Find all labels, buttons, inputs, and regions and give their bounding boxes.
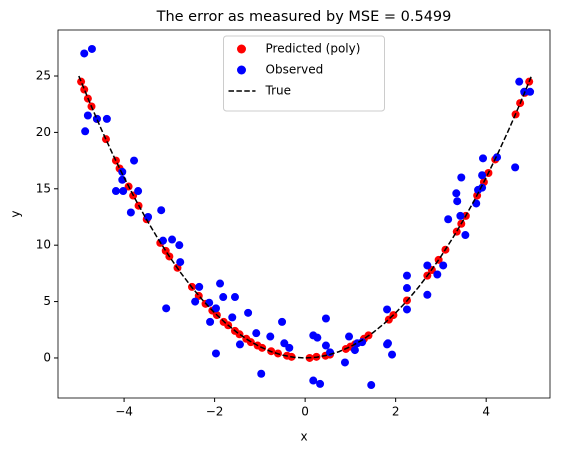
point: [228, 313, 237, 322]
point: [118, 167, 127, 176]
point: [278, 317, 287, 326]
x-tick-label: −4: [115, 405, 133, 419]
legend: Predicted (poly) Observed True: [223, 35, 385, 112]
x-tick-label: 2: [392, 405, 400, 419]
line: [78, 75, 533, 359]
point: [176, 258, 185, 267]
point: [526, 87, 535, 96]
point: [175, 241, 184, 250]
point: [191, 297, 200, 306]
point: [309, 376, 318, 385]
point: [402, 305, 411, 314]
point: [77, 77, 86, 86]
point: [211, 349, 220, 358]
point: [423, 261, 432, 270]
point: [162, 304, 171, 313]
point: [157, 206, 166, 215]
point: [206, 317, 215, 326]
point: [144, 212, 153, 221]
legend-marker: [237, 65, 246, 75]
point: [80, 49, 89, 58]
point: [87, 44, 96, 53]
point: [340, 358, 349, 367]
point: [456, 211, 465, 220]
point: [433, 270, 442, 279]
point: [257, 369, 266, 378]
chart-title: The error as measured by MSE = 0.5499: [156, 9, 452, 25]
point: [444, 215, 453, 224]
point: [235, 340, 244, 349]
point: [461, 231, 470, 240]
point: [423, 290, 432, 299]
point: [219, 293, 228, 302]
point: [102, 114, 111, 123]
point: [402, 271, 411, 280]
point: [216, 279, 225, 288]
point: [402, 284, 411, 293]
point: [358, 338, 367, 347]
point: [266, 332, 275, 341]
legend-box: [223, 35, 385, 112]
point: [244, 308, 253, 317]
point: [119, 187, 128, 196]
point: [453, 197, 462, 206]
y-tick-label: 25: [36, 69, 51, 83]
x-axis-label: x: [300, 430, 307, 444]
y-axis-label: y: [9, 210, 23, 217]
point: [350, 346, 359, 355]
point: [511, 163, 520, 172]
point: [313, 333, 322, 342]
point: [316, 379, 325, 388]
y-tick-label: 0: [43, 350, 51, 364]
point: [81, 127, 90, 136]
x-tick-label: 0: [301, 405, 309, 419]
point: [457, 173, 466, 182]
point: [92, 114, 101, 123]
point: [230, 293, 239, 302]
point: [321, 314, 330, 323]
legend-label: True: [265, 84, 292, 98]
point: [252, 329, 261, 338]
x-tick-label: −2: [206, 405, 224, 419]
point: [285, 343, 294, 352]
y-tick-label: 5: [43, 294, 51, 308]
point: [126, 208, 135, 217]
point: [111, 187, 120, 196]
point: [478, 171, 487, 180]
point: [479, 154, 488, 163]
point: [383, 305, 392, 314]
point: [321, 341, 330, 350]
point: [101, 135, 110, 144]
y-tick-label: 15: [36, 181, 51, 195]
point: [452, 227, 461, 236]
legend-marker: [237, 44, 246, 54]
x-tick-label: 4: [482, 405, 490, 419]
point: [345, 332, 354, 341]
point: [211, 304, 220, 313]
point: [452, 189, 461, 198]
y-tick-label: 20: [36, 125, 51, 139]
point: [439, 261, 448, 270]
point: [195, 282, 204, 291]
point: [388, 350, 397, 359]
point: [168, 235, 177, 244]
point: [134, 187, 143, 196]
plot-frame: [57, 29, 551, 399]
y-tick-label: 10: [36, 238, 51, 252]
point: [383, 339, 392, 348]
point: [83, 111, 92, 120]
legend-label: Predicted (poly): [266, 42, 361, 56]
legend-label: Observed: [266, 63, 324, 77]
point: [205, 298, 214, 307]
point: [515, 77, 524, 86]
point: [367, 381, 376, 390]
point: [130, 156, 139, 165]
point: [80, 85, 89, 94]
